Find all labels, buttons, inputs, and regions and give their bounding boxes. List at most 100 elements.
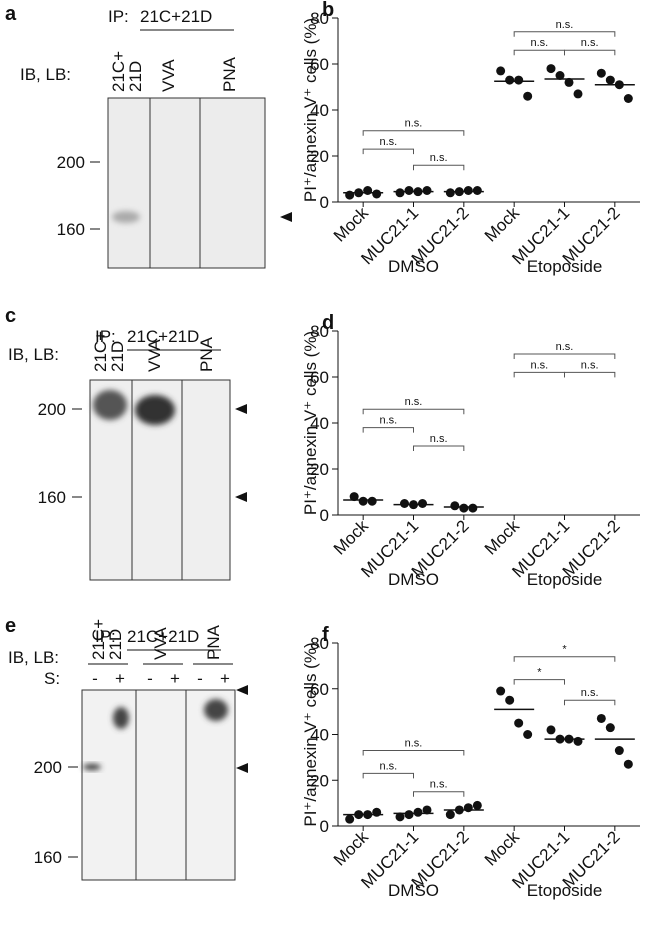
data-point <box>422 805 432 815</box>
y-tick-label: 20 <box>310 147 329 166</box>
panel-label: a <box>5 3 17 25</box>
data-point <box>445 810 455 820</box>
bracket <box>513 353 616 359</box>
data-point <box>345 190 355 200</box>
lane-label: PNA <box>204 624 223 660</box>
data-point <box>395 188 405 198</box>
data-point <box>596 68 606 78</box>
y-tick-label: 20 <box>310 460 329 479</box>
ip-target: 21C+21D <box>140 7 212 26</box>
x-tick-label: Mock <box>481 516 524 559</box>
bracket <box>362 750 465 756</box>
data-point <box>363 186 373 195</box>
bracket <box>362 772 414 779</box>
blot-c: c IP: 21C+21D 21C+ 21D VVA PNA IB, LB: 2… <box>5 305 247 581</box>
y-tick-label: 0 <box>320 193 329 212</box>
data-point <box>496 686 506 696</box>
x-tick-label: Mock <box>481 827 524 870</box>
bracket <box>413 164 465 171</box>
blot-e: e IP: 21C+21D 21C+ 21D VVA PNA IB, LB: S… <box>5 615 248 881</box>
data-point <box>514 75 524 85</box>
data-point <box>605 723 615 733</box>
data-point <box>349 492 359 502</box>
bracket <box>564 49 616 56</box>
group-label: Etoposide <box>527 257 603 276</box>
row-label: IB, LB: <box>20 65 71 84</box>
data-point <box>400 499 409 508</box>
group-label: DMSO <box>388 881 439 900</box>
y-axis-label: PI⁺/annexin V⁺ cells (%) <box>301 642 320 826</box>
blot <box>107 97 266 269</box>
mw-marker: 160 <box>38 488 66 507</box>
y-tick-label: 80 <box>310 634 329 653</box>
mw-marker: 200 <box>38 400 66 419</box>
data-point <box>358 496 368 506</box>
significance: n.s. <box>530 359 548 371</box>
data-point <box>573 89 583 99</box>
bracket <box>362 408 465 415</box>
significance: n.s. <box>530 37 548 49</box>
lane-label: PNA <box>220 56 239 92</box>
s-label: S: <box>44 669 60 688</box>
panel-label: b <box>322 0 334 21</box>
significance: n.s. <box>379 760 397 772</box>
data-point <box>573 736 583 746</box>
significance: n.s. <box>405 118 423 130</box>
arrowhead <box>235 404 247 414</box>
data-point <box>450 501 460 511</box>
lane-label: 21C+ <box>89 619 108 660</box>
data-point <box>468 503 478 513</box>
mw-marker: 160 <box>34 848 62 867</box>
band <box>112 211 140 223</box>
data-point <box>404 186 414 195</box>
significance: n.s. <box>430 152 448 164</box>
data-point <box>472 186 482 195</box>
lane-label: 21D <box>108 341 127 372</box>
significance: n.s. <box>556 341 574 353</box>
s-mark: - <box>147 669 153 688</box>
data-point <box>463 803 473 813</box>
lane-label: VVA <box>151 627 170 660</box>
arrowhead <box>235 492 247 502</box>
ip-target: 21C+21D <box>127 327 199 346</box>
bracket <box>413 445 465 451</box>
band <box>135 395 175 425</box>
significance: n.s. <box>430 779 448 791</box>
s-mark: - <box>197 669 203 688</box>
y-tick-label: 80 <box>310 322 329 341</box>
bracket <box>362 148 414 155</box>
bracket <box>513 679 565 685</box>
group-label: Etoposide <box>527 881 603 900</box>
row-label: IB, LB: <box>8 648 59 667</box>
bracket <box>564 699 616 706</box>
x-tick-label: Mock <box>330 203 373 246</box>
data-point <box>546 725 556 735</box>
data-point <box>546 64 556 74</box>
lane-label: 21D <box>126 61 145 92</box>
data-point <box>496 66 506 76</box>
y-tick-label: 80 <box>310 9 329 28</box>
y-tick-label: 20 <box>310 771 329 790</box>
bracket <box>513 49 565 56</box>
s-mark: + <box>220 669 230 688</box>
data-point <box>555 71 565 80</box>
y-tick-label: 40 <box>310 101 329 120</box>
y-tick-label: 60 <box>310 55 329 74</box>
data-point <box>514 718 524 728</box>
y-tick-label: 40 <box>310 414 329 433</box>
significance: n.s. <box>556 19 574 31</box>
mw-marker: 200 <box>34 758 62 777</box>
group-label: Etoposide <box>527 570 603 589</box>
panel-label: f <box>322 624 329 646</box>
ip-label: IP: <box>95 627 116 646</box>
panel-label: d <box>322 312 334 334</box>
ip-label: IP: <box>95 327 116 346</box>
data-point <box>413 807 423 817</box>
data-point <box>463 186 473 195</box>
bracket <box>362 427 414 433</box>
ip-target: 21C+21D <box>127 627 199 646</box>
band <box>93 390 127 420</box>
data-point <box>596 713 606 723</box>
lane-label: 21C+ <box>109 51 128 92</box>
